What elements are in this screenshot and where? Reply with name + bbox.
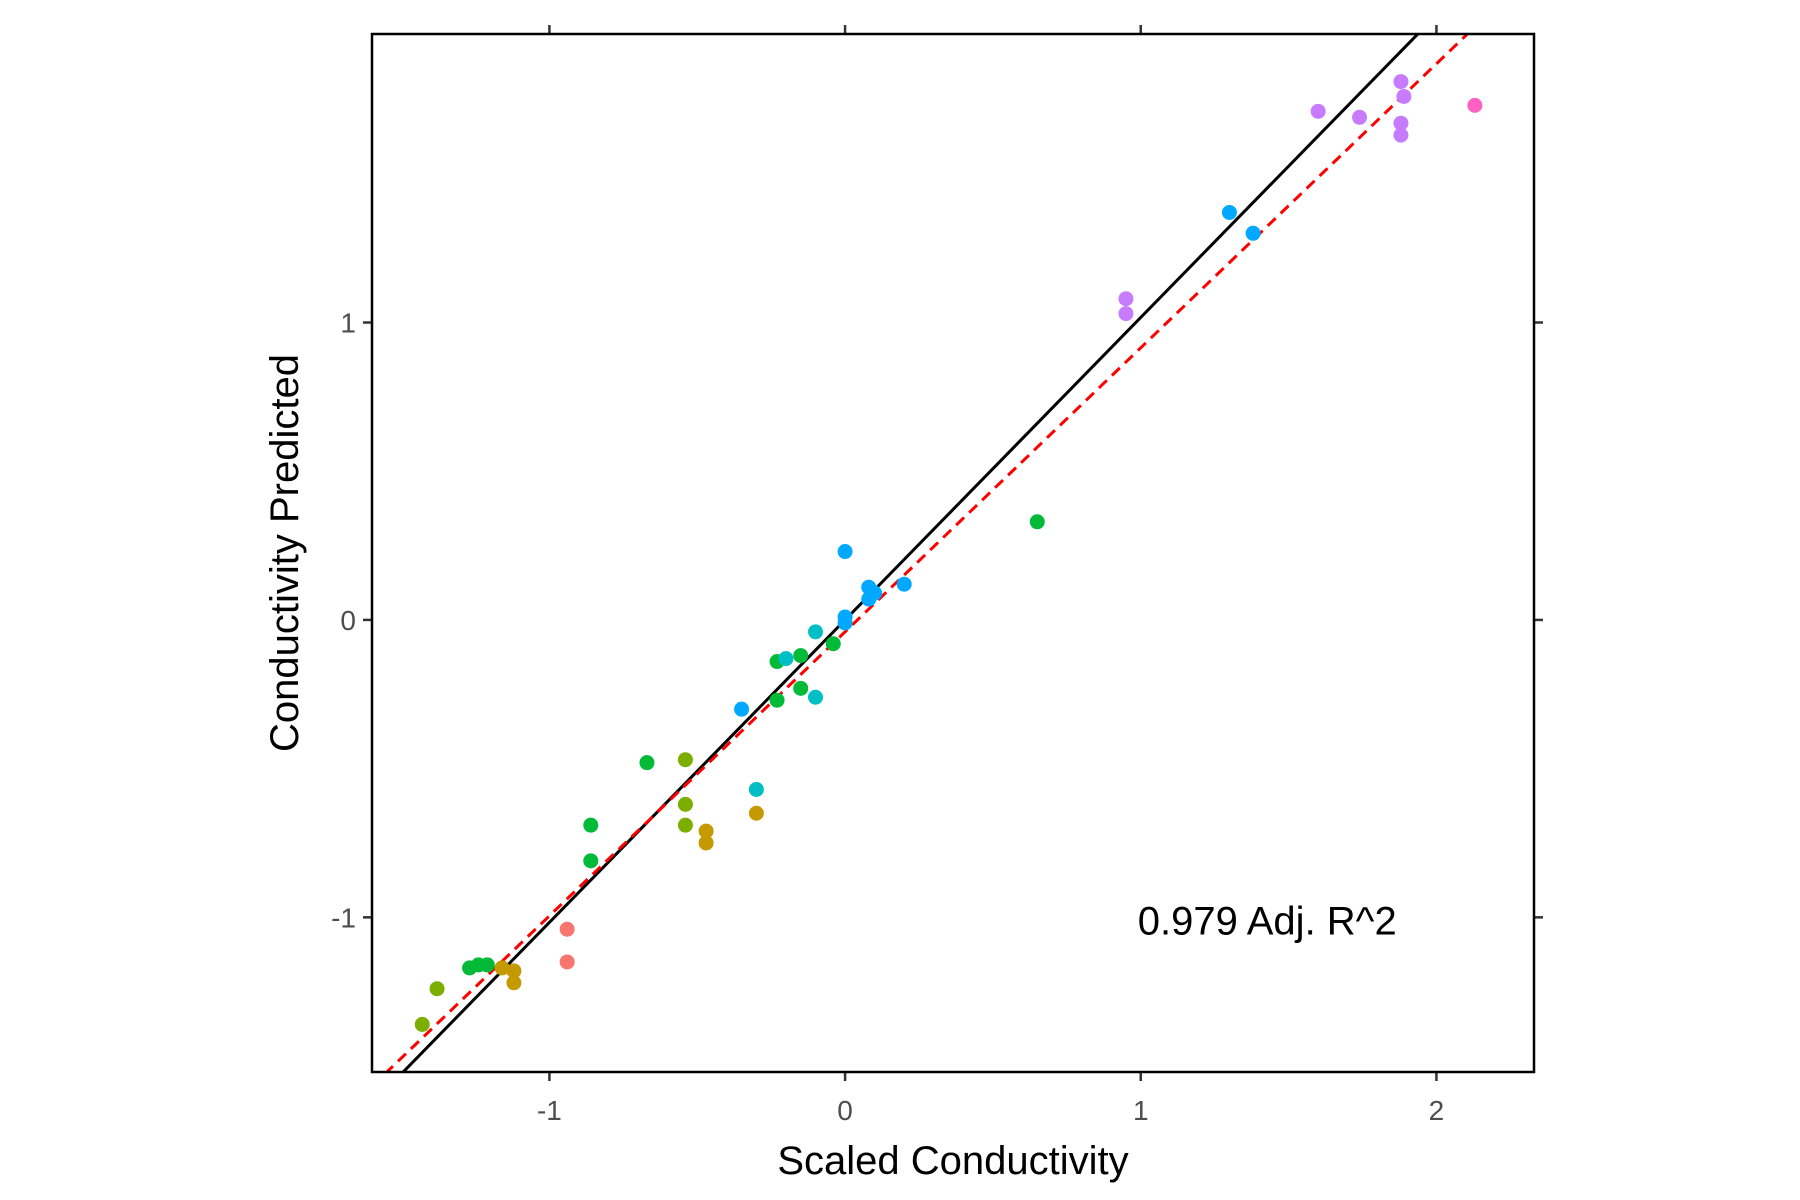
data-point [1118,291,1134,307]
data-point [778,651,794,667]
panel-border [370,32,1536,1074]
x-tick-label: 0 [837,1095,853,1126]
data-point [837,615,853,631]
dashed-fit-line [384,34,1470,1072]
data-point [1029,514,1045,530]
data-point [896,576,912,592]
axis-ticks [363,25,1543,1081]
data-point [1352,109,1368,125]
data-point [748,781,764,797]
data-point [639,755,655,771]
data-point [1393,115,1409,131]
x-axis-title: Scaled Conductivity [777,1139,1128,1183]
data-points [414,74,1483,1032]
data-point [734,701,750,717]
y-tick-label: -1 [331,902,356,933]
data-point [793,648,809,664]
data-point [748,805,764,821]
y-tick-label: 0 [340,605,356,636]
r-squared-annotation: 0.979 Adj. R^2 [1138,899,1397,943]
y-tick-label: 1 [340,307,356,338]
data-point [1118,306,1134,322]
data-point [677,796,693,812]
data-point [479,957,495,973]
data-point [1396,88,1412,104]
data-point [414,1016,430,1032]
data-point [559,921,575,937]
data-point [559,954,575,970]
y-axis-title: Conductivity Predicted [263,354,307,752]
data-point [808,689,824,705]
x-tick-label: -1 [537,1095,562,1126]
data-point [793,680,809,696]
data-point [506,963,522,979]
data-point [837,544,853,560]
x-tick-label: 2 [1429,1095,1445,1126]
data-point [1221,204,1237,220]
data-point [861,591,877,607]
data-point [583,817,599,833]
data-point [506,975,522,991]
data-point [808,624,824,640]
data-point [1310,103,1326,119]
data-point [1245,225,1261,241]
data-point [494,960,510,976]
data-point [769,692,785,708]
data-point [1393,127,1409,143]
data-point [1393,74,1409,90]
data-point [698,823,714,839]
data-point [825,636,841,652]
reference-line [401,34,1420,1072]
data-point [583,853,599,869]
x-tick-label: 1 [1133,1095,1149,1126]
data-point [429,981,445,997]
tick-labels: -1 0 1 2 -1 0 1 [331,307,1444,1126]
data-point [677,817,693,833]
fit-lines [384,34,1470,1072]
data-point [1467,97,1483,113]
data-point [698,835,714,851]
data-point [677,752,693,768]
